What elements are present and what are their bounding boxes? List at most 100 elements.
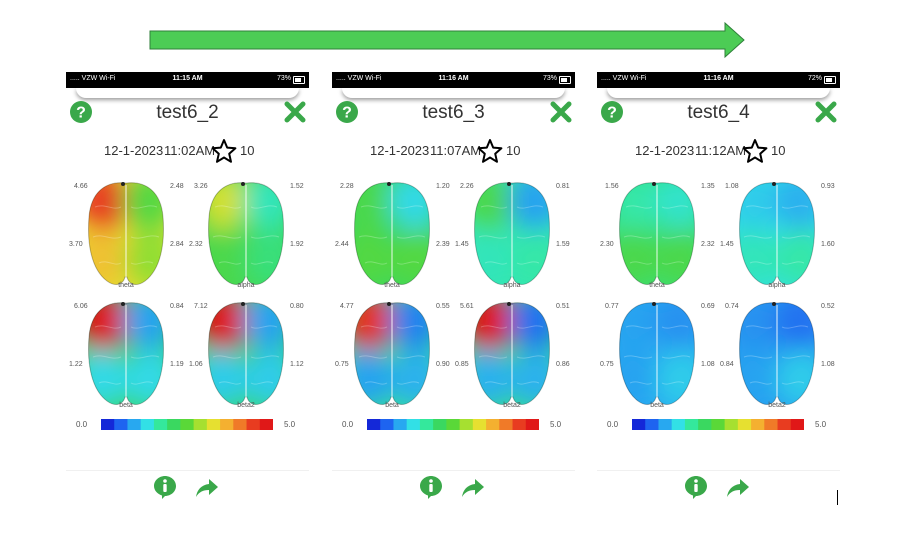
electrode-value-tl: 1.08 (725, 183, 739, 190)
color-scale-bar (632, 419, 804, 430)
brain-topomap-icon (88, 302, 164, 405)
electrode-value-tr: 0.51 (556, 303, 570, 310)
brain-map-grid: 1.56 1.35 2.30 2.32 theta 1.08 0.93 1.45 1.60 alp… (597, 177, 840, 417)
electrode-value-tl: 7.12 (194, 303, 208, 310)
carrier-label: ..... VZW Wi-Fi (601, 75, 647, 82)
star-icon[interactable] (742, 138, 768, 164)
scale-max-label: 5.0 (550, 420, 562, 429)
info-icon[interactable] (153, 475, 177, 499)
sheet-handle[interactable] (607, 88, 830, 98)
svg-text:?: ? (607, 105, 617, 122)
electrode-value-tr: 1.35 (701, 183, 715, 190)
electrode-value-tl: 6.06 (74, 303, 88, 310)
color-scale: 0.0 5.0 (332, 417, 575, 433)
session-title: test6_2 (156, 102, 219, 123)
brain-topomap-icon (208, 302, 284, 405)
electrode-value-bl: 1.45 (455, 241, 469, 248)
session-time: 11:02AM (164, 143, 216, 158)
electrode-value-tr: 0.81 (556, 183, 570, 190)
electrode-value-bl: 1.06 (189, 361, 203, 368)
scale-min-label: 0.0 (342, 420, 354, 429)
electrode-value-bl: 0.84 (720, 361, 734, 368)
band-label: beta (385, 402, 399, 409)
brain-topomap-icon (88, 182, 164, 285)
session-meta: 12-1-2023 11:12AM 10 (597, 138, 840, 164)
brain-topomap-icon (739, 302, 815, 405)
carrier-label: ..... VZW Wi-Fi (336, 75, 382, 82)
brain-map-theta: 4.66 2.48 3.70 2.84 theta (66, 177, 186, 297)
band-label: theta (118, 282, 134, 289)
info-icon[interactable] (419, 475, 443, 499)
brain-topomap-icon (354, 302, 430, 405)
electrode-value-br: 0.86 (556, 361, 570, 368)
electrode-value-bl: 3.70 (69, 241, 83, 248)
info-icon[interactable] (684, 475, 708, 499)
progress-arrow-icon (149, 21, 745, 59)
session-date: 12-1-2023 (104, 143, 164, 158)
electrode-value-tl: 0.77 (605, 303, 619, 310)
close-icon[interactable] (284, 101, 306, 123)
battery-percent: 72% (807, 75, 822, 82)
star-icon[interactable] (211, 138, 237, 164)
brain-map-beta2: 5.61 0.51 0.85 0.86 beta2 (452, 297, 572, 417)
scale-min-label: 0.0 (76, 420, 88, 429)
brain-map-beta2: 7.12 0.80 1.06 1.12 beta2 (186, 297, 306, 417)
band-label: beta2 (768, 402, 786, 409)
brain-map-beta: 0.77 0.69 0.75 1.08 beta (597, 297, 717, 417)
brain-map-alpha: 2.26 0.81 1.45 1.59 alpha (452, 177, 572, 297)
session-score: 10 (240, 143, 255, 158)
battery-icon (824, 76, 836, 84)
scale-max-label: 5.0 (284, 420, 296, 429)
share-icon[interactable] (195, 477, 219, 499)
session-title: test6_3 (422, 102, 485, 123)
electrode-value-tl: 3.26 (194, 183, 208, 190)
band-label: beta (119, 402, 133, 409)
electrode-value-bl: 1.22 (69, 361, 83, 368)
electrode-value-br: 1.60 (821, 241, 835, 248)
sheet-handle[interactable] (76, 88, 299, 98)
sheet-handle[interactable] (342, 88, 565, 98)
share-icon[interactable] (461, 477, 485, 499)
help-icon[interactable]: ? (600, 100, 624, 124)
status-time: 11:16 AM (438, 75, 469, 82)
electrode-value-br: 2.39 (436, 241, 450, 248)
battery-icon (559, 76, 571, 84)
session-title: test6_4 (687, 102, 750, 123)
color-scale: 0.0 5.0 (66, 417, 309, 433)
brain-map-alpha: 1.08 0.93 1.45 1.60 alpha (717, 177, 837, 297)
brain-map-grid: 4.66 2.48 3.70 2.84 theta 3.26 1.52 2.32 1.92 alp… (66, 177, 309, 417)
scale-max-label: 5.0 (815, 420, 827, 429)
brain-topomap-icon (474, 302, 550, 405)
band-label: beta (650, 402, 664, 409)
help-icon[interactable]: ? (69, 100, 93, 124)
electrode-value-br: 1.08 (701, 361, 715, 368)
brain-map-beta: 6.06 0.84 1.22 1.19 beta (66, 297, 186, 417)
brain-topomap-icon (739, 182, 815, 285)
band-label: alpha (768, 282, 786, 289)
electrode-value-tr: 0.93 (821, 183, 835, 190)
brain-topomap-icon (619, 182, 695, 285)
status-time: 11:16 AM (703, 75, 734, 82)
electrode-value-br: 0.90 (436, 361, 450, 368)
session-date: 12-1-2023 (370, 143, 430, 158)
electrode-value-br: 2.32 (701, 241, 715, 248)
color-scale-bar (101, 419, 273, 430)
status-time: 11:15 AM (172, 75, 203, 82)
band-label: theta (384, 282, 400, 289)
electrode-value-tr: 1.20 (436, 183, 450, 190)
close-icon[interactable] (815, 101, 837, 123)
status-bar: ..... VZW Wi-Fi 11:16 AM 73% (332, 72, 575, 88)
session-date: 12-1-2023 (635, 143, 695, 158)
band-label: theta (649, 282, 665, 289)
text-cursor (837, 490, 838, 505)
band-label: alpha (237, 282, 255, 289)
help-icon[interactable]: ? (335, 100, 359, 124)
brain-topomap-icon (619, 302, 695, 405)
session-time: 11:07AM (430, 143, 482, 158)
share-icon[interactable] (726, 477, 750, 499)
star-icon[interactable] (477, 138, 503, 164)
close-icon[interactable] (550, 101, 572, 123)
session-meta: 12-1-2023 11:07AM 10 (332, 138, 575, 164)
session-score: 10 (506, 143, 521, 158)
electrode-value-br: 1.92 (290, 241, 304, 248)
